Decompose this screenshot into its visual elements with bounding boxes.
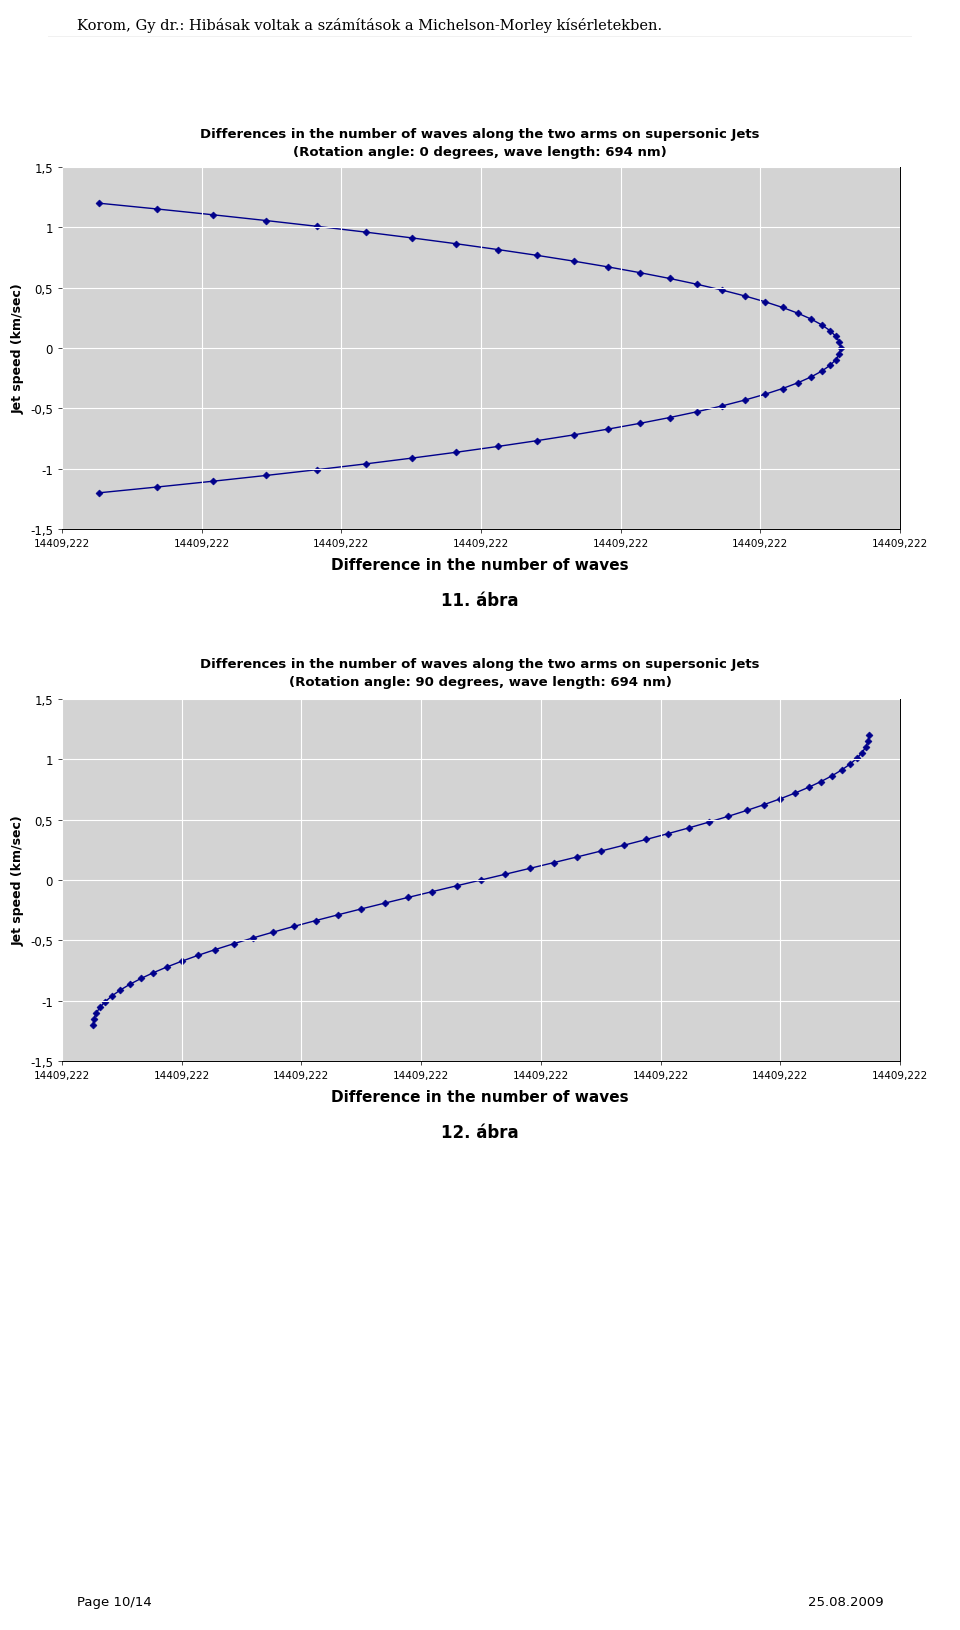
Y-axis label: Jet speed (km/sec): Jet speed (km/sec) (12, 815, 24, 945)
Text: 25.08.2009: 25.08.2009 (807, 1596, 883, 1609)
Text: Difference in the number of waves: Difference in the number of waves (331, 557, 629, 572)
Text: Difference in the number of waves: Difference in the number of waves (331, 1089, 629, 1104)
Text: Korom, Gy dr.: Hibásak voltak a számítások a Michelson-Morley kísérletekben.: Korom, Gy dr.: Hibásak voltak a számítás… (77, 18, 662, 33)
Text: (Rotation angle: 90 degrees, wave length: 694 nm): (Rotation angle: 90 degrees, wave length… (289, 675, 671, 688)
Text: 11. ábra: 11. ábra (442, 592, 518, 610)
Y-axis label: Jet speed (km/sec): Jet speed (km/sec) (12, 284, 24, 414)
Text: Page 10/14: Page 10/14 (77, 1596, 152, 1609)
Text: 12. ábra: 12. ábra (442, 1123, 518, 1141)
Text: Differences in the number of waves along the two arms on supersonic Jets: Differences in the number of waves along… (201, 127, 759, 140)
Text: (Rotation angle: 0 degrees, wave length: 694 nm): (Rotation angle: 0 degrees, wave length:… (293, 147, 667, 158)
Text: Differences in the number of waves along the two arms on supersonic Jets: Differences in the number of waves along… (201, 657, 759, 670)
